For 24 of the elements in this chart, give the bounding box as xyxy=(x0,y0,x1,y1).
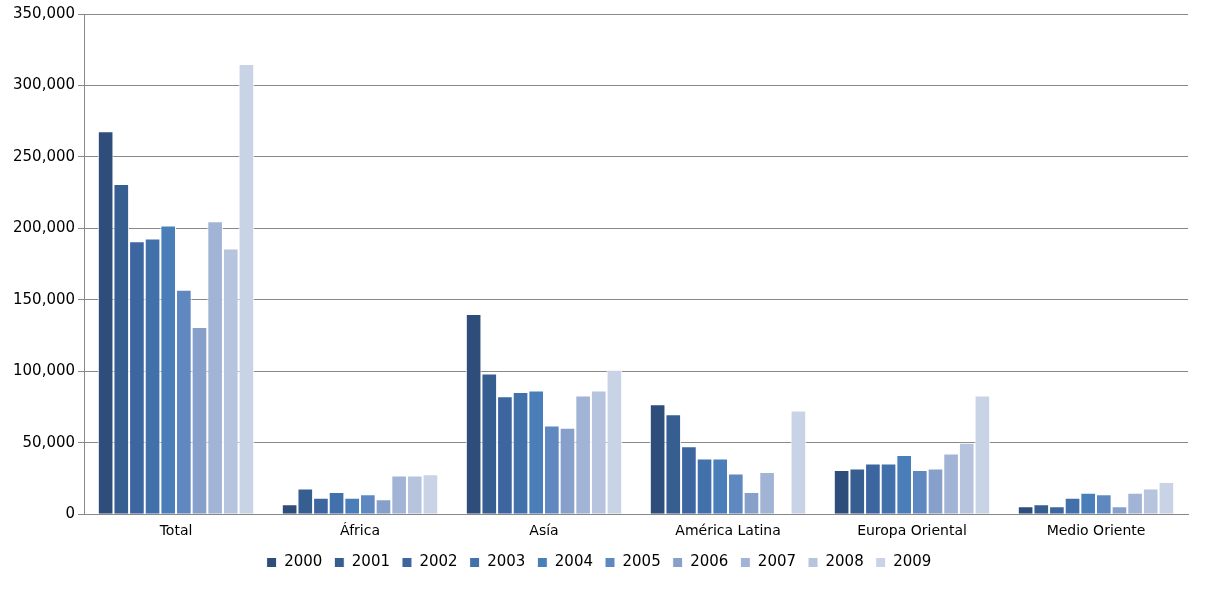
legend-label: 2007 xyxy=(757,552,797,571)
x-tick-label: Europa Oriental xyxy=(857,522,967,539)
y-tick-label: 0 xyxy=(65,504,76,523)
legend-label: 2003 xyxy=(487,552,526,571)
legend-label: 2006 xyxy=(690,552,729,571)
y-tick-label: 250,000 xyxy=(13,146,76,165)
y-tick-label: 150,000 xyxy=(13,289,76,308)
legend-label: 2001 xyxy=(351,552,390,571)
x-tick-label: África xyxy=(340,522,380,539)
x-tick-label: Total xyxy=(158,522,193,539)
x-tick-label: Asía xyxy=(529,522,559,539)
x-tick-label: Medio Oriente xyxy=(1046,522,1146,539)
y-tick-label: 350,000 xyxy=(13,3,76,22)
legend-label: 2004 xyxy=(554,552,594,571)
legend-label: 2008 xyxy=(825,552,864,571)
legend-label: 2005 xyxy=(622,552,661,571)
legend-label: 2009 xyxy=(893,552,932,571)
y-tick-label: 50,000 xyxy=(22,432,76,451)
y-tick-label: 100,000 xyxy=(13,361,76,380)
legend-label: 2002 xyxy=(419,552,458,571)
y-tick-label: 200,000 xyxy=(13,218,76,237)
x-tick-label: América Latina xyxy=(675,522,781,539)
legend-label: 2000 xyxy=(284,552,323,571)
y-tick-label: 300,000 xyxy=(13,75,76,94)
